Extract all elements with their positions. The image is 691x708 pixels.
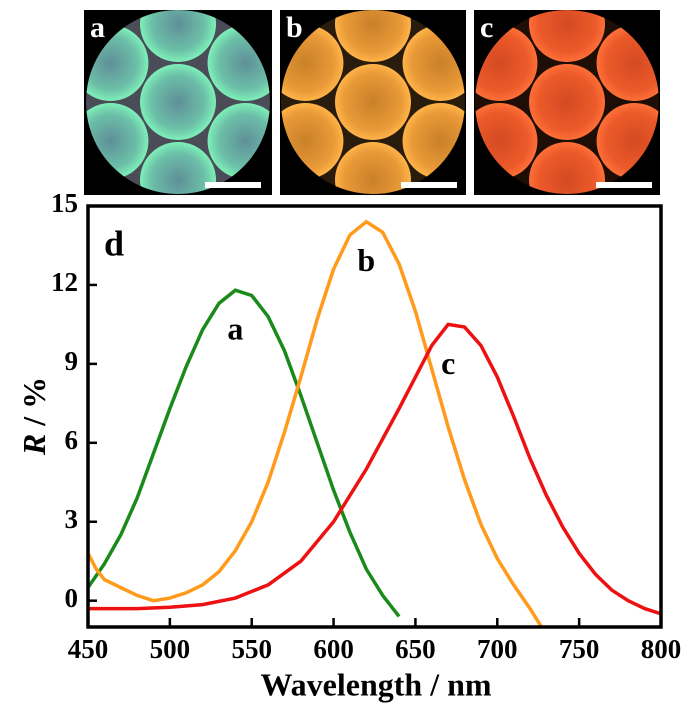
y-tick-label: 12 (51, 267, 78, 297)
y-tick-label: 15 (51, 188, 78, 218)
y-axis-unit: / % (16, 377, 52, 427)
series-label: b (357, 242, 375, 278)
y-tick-label: 9 (65, 346, 79, 376)
x-axis-label: Wavelength / nm (260, 666, 491, 702)
scale-bar (596, 182, 652, 188)
x-tick-label: 450 (68, 634, 109, 664)
panel-label: c (480, 11, 493, 44)
sphere (140, 64, 216, 140)
x-tick-label: 500 (150, 634, 191, 664)
panel-label: b (286, 11, 303, 44)
x-tick-label: 750 (559, 634, 600, 664)
figure: a b c d Wavelength / nm R / % 450 500 550 6… (0, 0, 691, 708)
x-tick-label: 550 (231, 634, 272, 664)
x-tick-label: 600 (313, 634, 354, 664)
y-axis-label: R / % (16, 377, 52, 456)
y-axis-symbol: R (16, 434, 52, 456)
series-line (88, 324, 661, 613)
micrographs (72, 0, 672, 218)
sphere (335, 64, 411, 140)
sphere (529, 64, 605, 140)
x-tick-label: 700 (477, 634, 518, 664)
y-tick-label: 0 (65, 583, 79, 613)
series-label: c (441, 345, 455, 381)
series-line (88, 290, 399, 616)
x-tick-label: 650 (395, 634, 436, 664)
scale-bar (401, 182, 457, 188)
scale-bar (205, 182, 261, 188)
y-tick-label: 6 (65, 425, 79, 455)
panel-label: a (90, 11, 105, 44)
panel-label: d (104, 223, 124, 263)
x-tick-label: 800 (641, 634, 682, 664)
series-label: a (227, 311, 243, 347)
y-tick-label: 3 (65, 504, 79, 534)
series-line (88, 222, 541, 627)
